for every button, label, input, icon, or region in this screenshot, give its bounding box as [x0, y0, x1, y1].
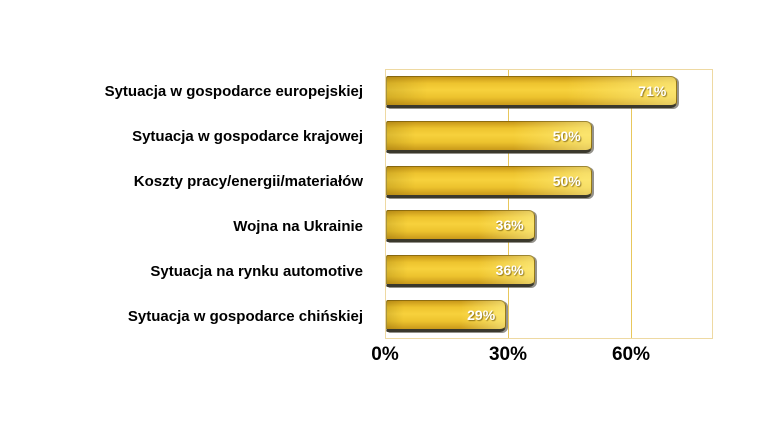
bar-value-label: 50% — [552, 172, 581, 189]
category-label: Wojna na Ukrainie — [233, 218, 363, 235]
bar-value-label: 29% — [467, 306, 496, 323]
bar-value-label: 71% — [638, 83, 667, 100]
x-axis: 0% 30% 60% — [371, 344, 713, 374]
bar-value-label: 36% — [495, 217, 524, 234]
category-label: Koszty pracy/energii/materiałów — [133, 173, 363, 190]
bar-value-label: 36% — [495, 261, 524, 278]
bar-row: 29% — [386, 293, 712, 338]
x-tick-label: 60% — [611, 344, 651, 365]
bar-row: 71% — [386, 70, 712, 115]
category-label: Sytuacja w gospodarce krajowej — [132, 128, 363, 145]
bar-row: 50% — [386, 159, 712, 204]
category-label: Sytuacja na rynku automotive — [150, 263, 363, 280]
bar: 36% — [386, 254, 535, 287]
x-tick-label: 0% — [371, 344, 399, 365]
bar: 71% — [386, 76, 678, 109]
bar-row: 36% — [386, 249, 712, 294]
gridline-60 — [630, 70, 632, 338]
bar-value-label: 50% — [552, 127, 581, 144]
bar: 50% — [386, 120, 592, 153]
bar: 50% — [386, 165, 592, 198]
bar-row: 36% — [386, 204, 712, 249]
gridline-30 — [508, 70, 510, 338]
category-labels: Sytuacja w gospodarce europejskiej Sytuac… — [0, 69, 374, 339]
category-label: Sytuacja w gospodarce europejskiej — [104, 83, 363, 100]
category-label: Sytuacja w gospodarce chińskiej — [127, 308, 363, 325]
plot-area: 71% 50% 50% 36% 36% 29% — [385, 69, 713, 339]
x-tick-label: 30% — [488, 344, 528, 365]
bar: 29% — [386, 299, 507, 332]
bar: 36% — [386, 210, 535, 243]
bar-row: 50% — [386, 115, 712, 160]
